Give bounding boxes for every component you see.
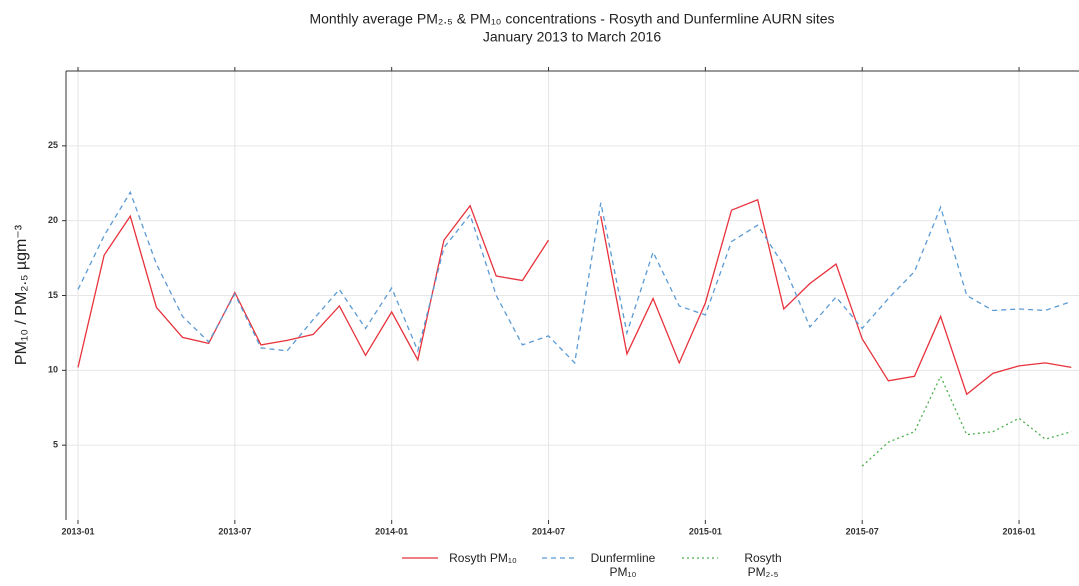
legend-swatch [682, 557, 718, 559]
x-tick-label: 2014-01 [375, 526, 408, 536]
series-line [77, 198, 1072, 396]
legend-swatch [542, 557, 578, 559]
y-tick-label: 5 [53, 440, 58, 450]
legend-item: Rosyth PM₁₀ [400, 551, 518, 579]
x-tick-label: 2014-07 [532, 526, 565, 536]
chart-subtitle: January 2013 to March 2016 [483, 29, 661, 45]
y-tick-label: 15 [48, 290, 58, 300]
y-tick-label: 25 [48, 140, 58, 150]
legend-item: Dunfermline PM₁₀ [540, 551, 658, 579]
legend-label: Rosyth PM₁₀ [449, 551, 517, 565]
y-axis-title: PM₁₀ / PM₂.₅ µgm⁻³ [13, 224, 30, 365]
chart: Monthly average PM₂.₅ & PM₁₀ concentrati… [13, 11, 1079, 536]
x-tick-label: 2015-07 [846, 526, 879, 536]
x-tick-label: 2013-01 [61, 526, 94, 536]
y-tick-label: 20 [48, 215, 58, 225]
legend-item: Rosyth PM₂.₅ [680, 551, 798, 579]
legend-swatch [402, 557, 438, 559]
legend-label: Dunfermline PM₁₀ [590, 551, 656, 579]
x-tick-label: 2013-07 [218, 526, 251, 536]
series-line [861, 374, 1072, 467]
chart-title: Monthly average PM₂.₅ & PM₁₀ concentrati… [309, 11, 834, 27]
legend-label: Rosyth PM₂.₅ [744, 551, 782, 579]
x-tick-label: 2016-01 [1003, 526, 1036, 536]
legend: Rosyth PM₁₀ Dunfermline PM₁₀ Rosyth PM₂.₅ [400, 551, 798, 579]
series-line [77, 190, 1072, 365]
y-tick-label: 10 [48, 365, 58, 375]
x-tick-label: 2015-01 [689, 526, 722, 536]
